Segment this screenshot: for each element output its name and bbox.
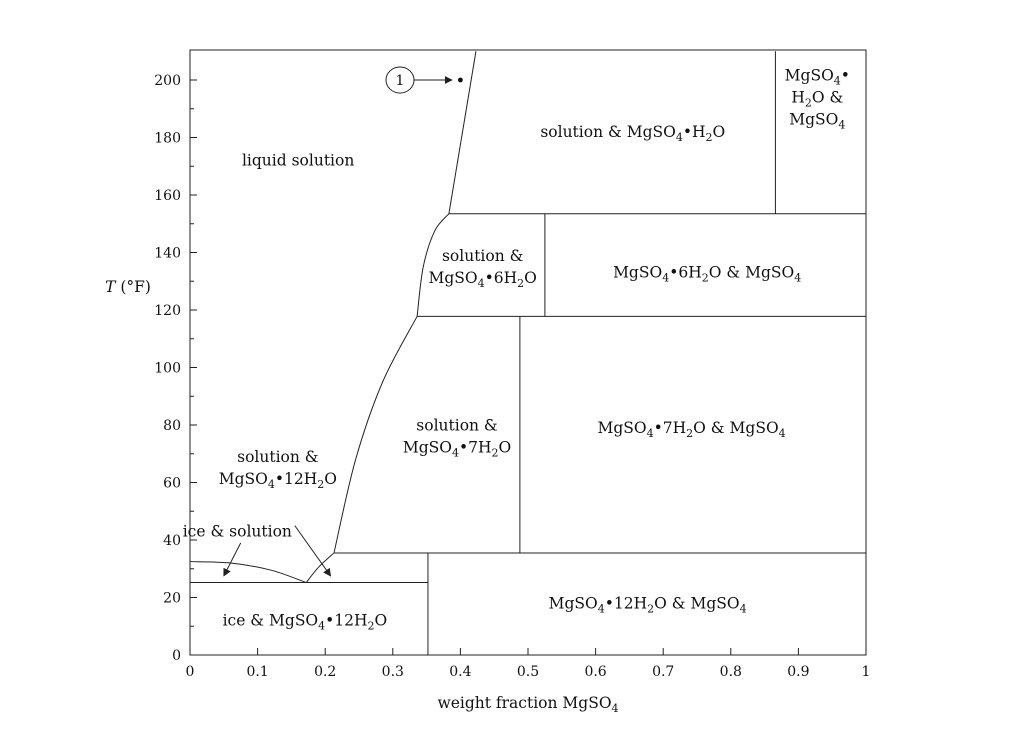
x-tick-label: 0.2 [314, 664, 336, 680]
x-tick-label: 0.5 [517, 664, 539, 680]
point-1-label: 1 [396, 73, 405, 89]
x-tick-label: 0.9 [787, 664, 809, 680]
x-tick-label: 0.3 [382, 664, 404, 680]
region-label: MgSO4​•6H2​O & MgSO4​ [613, 264, 801, 285]
y-tick-label: 120 [154, 303, 181, 319]
region-label: MgSO4​•6H2​O [429, 269, 537, 290]
y-tick-label: 0 [172, 648, 181, 664]
y-tick-label: 140 [154, 246, 181, 262]
region-label: MgSO4​ [789, 110, 845, 131]
x-tick-label: 1 [862, 664, 871, 680]
plot-frame [189, 49, 867, 656]
boundary-H2O-liquidus [448, 51, 477, 214]
region-label: ice & MgSO4​•12H2​O [223, 612, 388, 633]
region-label: liquid solution [242, 152, 354, 170]
region-label: solution & [442, 247, 524, 265]
region-labels: liquid solution solution & MgSO4​•H2​O MgS… [183, 66, 850, 632]
region-label: MgSO4​•12H2​O & MgSO4​ [549, 594, 747, 615]
region-label: ice & solution [183, 522, 292, 540]
boundary-12H2O-liquidus [305, 552, 335, 583]
region-label: MgSO4​• [785, 66, 850, 87]
boundary-6H2O-liquidus [416, 213, 450, 317]
region-label: H2​O & [791, 88, 843, 109]
boundary-ice-liquidus [189, 561, 307, 584]
y-tick-label: 180 [154, 131, 181, 147]
x-tick-label: 0.8 [720, 664, 742, 680]
y-tick-label: 100 [154, 361, 181, 377]
y-tick-label: 80 [163, 418, 181, 434]
y-tick-label: 200 [154, 73, 181, 89]
region-label: MgSO4​•12H2​O [219, 470, 337, 491]
y-tick-label: 60 [163, 476, 181, 492]
x-tick-label: 0.1 [246, 664, 268, 680]
point-1-dot [458, 77, 463, 83]
callouts: 1 [223, 66, 463, 577]
y-axis-title: T (°F) [105, 278, 151, 296]
x-tick-label: 0.4 [449, 664, 471, 680]
region-label: MgSO4​•7H2​O [403, 439, 511, 460]
boundary-7H2O-liquidus [333, 316, 418, 554]
region-label: solution & MgSO4​•H2​O [540, 123, 725, 144]
x-tick-label: 0.6 [584, 664, 606, 680]
12h2o-region-arrow [294, 525, 332, 577]
region-label: MgSO4​•7H2​O & MgSO4​ [598, 419, 786, 440]
y-tick-label: 20 [163, 591, 181, 607]
y-tick-label: 40 [163, 533, 181, 549]
region-label: solution & [237, 448, 319, 466]
x-tick-label: 0.7 [652, 664, 674, 680]
region-label: solution & [416, 417, 498, 435]
x-axis-title: weight fraction MgSO4​ [437, 694, 618, 715]
axis-ticks: 0 0.1 0.2 0.3 0.4 0.5 0.6 0.7 0.8 0.9 1 0 20 40 60 80 10… [154, 73, 870, 680]
x-tick-label: 0 [186, 664, 195, 680]
ice-solution-arrow [223, 542, 242, 577]
y-tick-label: 160 [154, 188, 181, 204]
phase-boundaries [189, 51, 866, 655]
